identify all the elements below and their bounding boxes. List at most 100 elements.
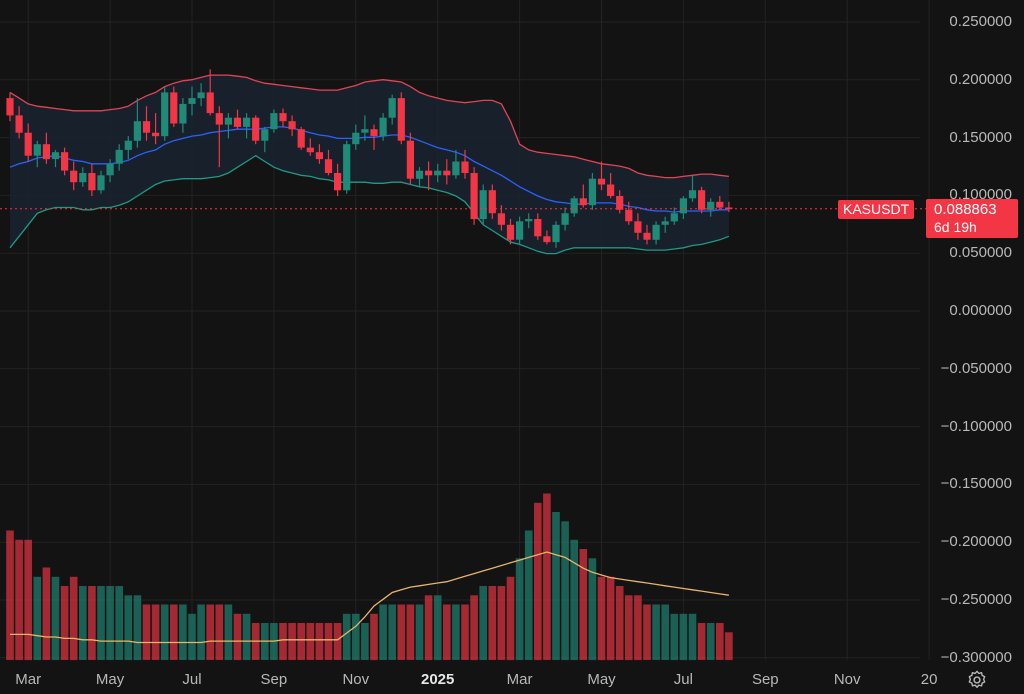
candle <box>88 163 96 196</box>
x-tick-label: Jul <box>673 671 693 688</box>
candle <box>443 159 451 185</box>
candle <box>179 98 187 133</box>
candle <box>161 86 169 141</box>
volume-bar <box>51 576 60 661</box>
volume-bar <box>570 539 578 661</box>
candle-body <box>161 92 169 137</box>
candle <box>552 221 560 248</box>
candle-body <box>343 144 351 191</box>
volume-bar <box>643 604 651 660</box>
candle <box>379 113 387 141</box>
candle-body <box>379 117 387 137</box>
candle <box>579 184 587 208</box>
candle-body <box>261 129 269 141</box>
volume-bar <box>679 613 688 661</box>
candle-body <box>133 121 141 141</box>
candle-body <box>70 170 78 183</box>
candle <box>661 216 669 233</box>
candle-body <box>506 224 515 240</box>
volume-bar <box>60 586 69 660</box>
volume-bar <box>333 623 342 660</box>
volume-bar <box>69 576 78 661</box>
candle <box>716 196 724 210</box>
candle <box>270 109 278 133</box>
volume-bar <box>588 558 597 661</box>
volume-bar <box>716 623 724 660</box>
candle-body <box>352 132 360 145</box>
candle-body <box>179 103 187 124</box>
candle-body <box>579 198 587 206</box>
y-tick-label: −0.250000 <box>940 591 1012 608</box>
volume-bar <box>452 604 460 660</box>
candle <box>79 167 87 187</box>
x-tick-label: May <box>587 671 616 688</box>
candle <box>643 224 651 245</box>
volume-bar <box>488 586 497 660</box>
volume-bar <box>6 530 14 660</box>
candle <box>6 92 14 122</box>
candle <box>106 159 114 183</box>
volume-bar <box>406 604 415 660</box>
candle <box>352 124 360 150</box>
volume-bar <box>433 595 442 661</box>
candle <box>461 149 469 179</box>
y-tick-label: 0.050000 <box>949 244 1012 262</box>
volume-bar <box>534 502 542 661</box>
candle-body <box>488 190 496 214</box>
bollinger-band-fill <box>10 75 729 254</box>
x-tick-label: Nov <box>833 671 861 688</box>
candle-body <box>534 219 542 237</box>
candle-body <box>415 170 424 179</box>
candle <box>479 184 487 225</box>
candle <box>406 132 414 185</box>
volume-bar <box>160 604 169 660</box>
candle <box>70 161 78 191</box>
volume-bar <box>688 613 697 661</box>
candle-body <box>588 178 596 206</box>
candle-body <box>688 190 697 199</box>
candle <box>24 123 32 162</box>
candle <box>470 167 478 225</box>
candle-body <box>306 147 314 153</box>
volume-bar <box>697 623 706 660</box>
last-price-value: 0.088863 <box>934 201 997 218</box>
volume-bar <box>652 604 660 660</box>
volume-bar <box>443 604 451 660</box>
candle-body <box>716 201 724 208</box>
volume-bar <box>397 604 406 660</box>
volume-bar <box>424 595 433 661</box>
volume-bar <box>324 623 333 660</box>
candle-body <box>215 113 223 125</box>
volume-bar <box>524 530 533 660</box>
x-tick-label: 20 <box>920 671 938 688</box>
candle-body <box>252 117 260 141</box>
candle <box>388 94 396 125</box>
candle <box>15 106 23 139</box>
y-tick-label: 0.150000 <box>949 128 1012 146</box>
y-tick-label: −0.150000 <box>940 475 1012 493</box>
candle-body <box>561 213 569 225</box>
volume-bar <box>142 604 151 660</box>
volume-bar <box>543 493 551 660</box>
volume-bar <box>42 567 51 660</box>
candle-body <box>224 117 232 125</box>
volume-bar <box>24 539 32 661</box>
candle <box>188 86 196 116</box>
gear-icon[interactable] <box>966 669 988 691</box>
volume-bar <box>224 604 233 660</box>
volume-bar <box>670 613 679 661</box>
candle <box>570 196 578 217</box>
volume-bar <box>79 586 87 660</box>
volume-bar <box>15 539 23 661</box>
candle-body <box>652 224 660 240</box>
candle-body <box>24 132 32 156</box>
volume-bar <box>133 595 142 661</box>
volume-bar <box>552 512 560 660</box>
volume-bar <box>288 623 296 660</box>
candle-body <box>725 207 733 209</box>
candle <box>415 167 424 187</box>
volume-bar <box>725 632 733 661</box>
candle <box>488 184 496 219</box>
candle <box>97 170 105 194</box>
